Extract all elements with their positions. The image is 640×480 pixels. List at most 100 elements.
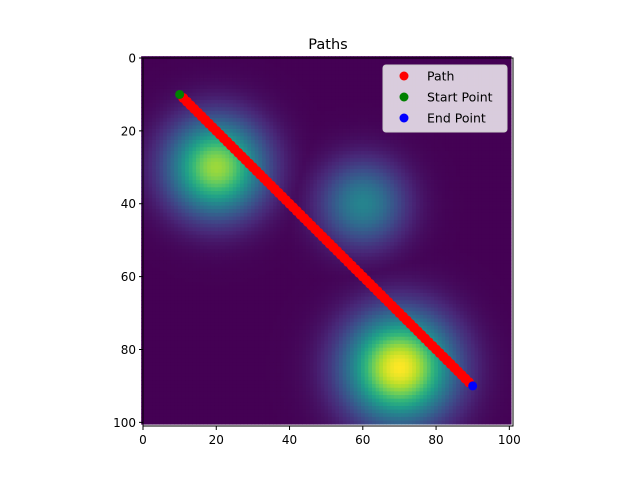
heatmap-cell [232, 78, 237, 83]
heatmap-cell [170, 223, 175, 228]
heatmap-cell [313, 172, 318, 177]
heatmap-cell [284, 114, 289, 119]
heatmap-cell [320, 85, 325, 90]
heatmap-cell [360, 161, 366, 166]
heatmap-cell [192, 81, 197, 86]
heatmap-cell [430, 231, 435, 236]
heatmap-cell [254, 88, 259, 94]
heatmap-cell [276, 67, 281, 72]
heatmap-cell [390, 190, 395, 196]
heatmap-cell [254, 154, 259, 159]
heatmap-cell [382, 190, 388, 196]
heatmap-cell [247, 74, 252, 79]
heatmap-cell [346, 158, 351, 163]
heatmap-cell [295, 67, 300, 72]
heatmap-cell [210, 154, 215, 159]
heatmap-cell [243, 169, 248, 174]
heatmap-cell [203, 231, 208, 236]
heatmap-cell [393, 183, 398, 188]
heatmap-cell [185, 158, 190, 163]
heatmap-cell [284, 136, 289, 141]
heatmap-cell [459, 190, 464, 196]
heatmap-cell [338, 114, 344, 119]
heatmap-cell [207, 169, 212, 174]
heatmap-cell [273, 216, 278, 221]
heatmap-cell [415, 190, 420, 196]
heatmap-cell [397, 187, 402, 192]
heatmap-cell [251, 150, 256, 155]
heatmap-cell [225, 161, 230, 166]
heatmap-cell [489, 209, 494, 214]
heatmap-cell [284, 78, 289, 83]
heatmap-cell [437, 154, 442, 159]
heatmap-cell [342, 125, 347, 130]
heatmap-cell [280, 103, 285, 108]
heatmap-cell [258, 139, 263, 145]
heatmap-cell [236, 205, 241, 210]
heatmap-cell [342, 190, 347, 196]
heatmap-cell [419, 190, 424, 196]
heatmap-cell [503, 172, 508, 177]
heatmap-cell [386, 194, 391, 199]
heatmap-cell [174, 216, 179, 221]
heatmap-cell [364, 59, 369, 64]
heatmap-cell [346, 74, 351, 79]
heatmap-cell [357, 169, 362, 174]
heatmap-cell [159, 198, 164, 203]
heatmap-cell [368, 209, 373, 214]
heatmap-cell [229, 176, 234, 181]
heatmap-cell [375, 85, 380, 90]
heatmap-cell [441, 209, 446, 214]
heatmap-cell [254, 136, 259, 141]
heatmap-cell [188, 92, 193, 97]
heatmap-cell [203, 63, 208, 68]
heatmap-cell [320, 118, 325, 123]
heatmap-cell [155, 180, 160, 185]
heatmap-cell [364, 121, 369, 126]
heatmap-cell [335, 183, 340, 188]
heatmap-cell [500, 187, 505, 192]
heatmap-cell [470, 139, 475, 145]
heatmap-cell [485, 183, 490, 188]
heatmap-cell [357, 190, 362, 196]
heatmap-cell [214, 85, 219, 90]
heatmap-cell [265, 78, 270, 83]
heatmap-cell [232, 190, 237, 196]
heatmap-cell [346, 85, 351, 90]
heatmap-cell [390, 136, 395, 141]
heatmap-cell [412, 212, 417, 217]
heatmap-cell [423, 212, 428, 217]
heatmap-cell [434, 169, 439, 174]
heatmap-cell [423, 183, 428, 188]
heatmap-cell [467, 223, 472, 228]
heatmap-cell [144, 92, 149, 97]
heatmap-cell [320, 158, 325, 163]
heatmap-cell [306, 180, 311, 185]
heatmap-cell [192, 176, 197, 181]
heatmap-cell [152, 201, 157, 206]
heatmap-cell [467, 180, 472, 185]
heatmap-cell [412, 154, 417, 159]
heatmap-cell [170, 96, 175, 101]
heatmap-cell [496, 231, 501, 236]
heatmap-cell [262, 150, 267, 155]
heatmap-cell [317, 103, 322, 108]
heatmap-cell [368, 165, 373, 170]
heatmap-cell [159, 176, 164, 181]
heatmap-cell [317, 70, 322, 75]
heatmap-cell [287, 125, 292, 130]
heatmap-cell [265, 143, 270, 148]
heatmap-cell [240, 143, 245, 148]
heatmap-cell [247, 212, 252, 217]
heatmap-cell [192, 223, 197, 228]
heatmap-cell [386, 169, 391, 174]
heatmap-cell [382, 176, 388, 181]
heatmap-cell [221, 81, 226, 86]
heatmap-cell [364, 158, 369, 163]
heatmap-cell [309, 231, 314, 236]
heatmap-cell [251, 194, 256, 199]
heatmap-cell [251, 125, 256, 130]
heatmap-cell [492, 180, 497, 185]
heatmap-cell [291, 169, 296, 174]
heatmap-cell [503, 158, 508, 163]
